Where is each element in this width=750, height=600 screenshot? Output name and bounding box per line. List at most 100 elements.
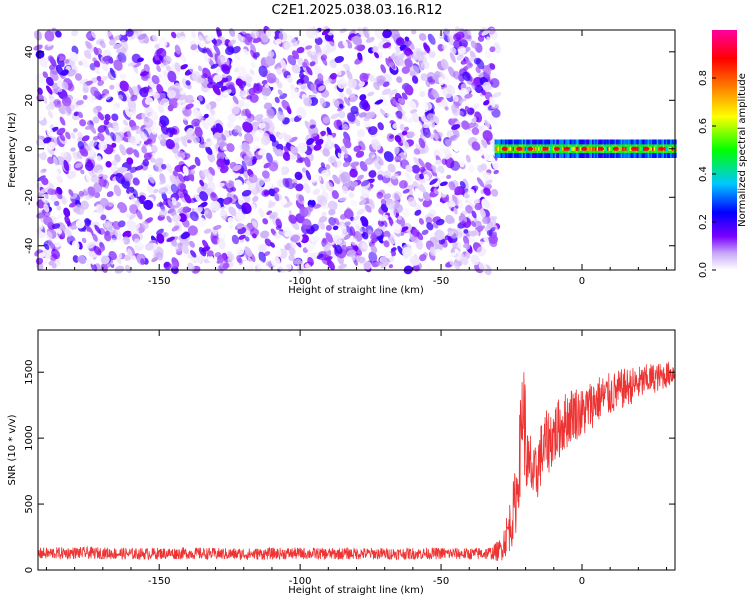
heatmap-cell (363, 261, 372, 270)
heatmap-cell (267, 50, 275, 58)
heatmap-cell (142, 86, 150, 94)
heatmap-cell (305, 170, 312, 181)
heatmap-cell (482, 81, 492, 91)
heatmap-cell (106, 191, 114, 198)
heatmap-cell (369, 198, 375, 210)
heatmap-cell (171, 214, 181, 223)
heatmap-cell (419, 101, 429, 113)
heatmap-cell (137, 33, 147, 40)
snr-x-axis-label: Height of straight line (km) (288, 585, 424, 596)
heatmap-cell (283, 40, 294, 51)
heatmap-cell (637, 146, 640, 151)
heatmap-cell (158, 186, 169, 195)
heatmap-cell (133, 238, 143, 248)
heatmap-cell (203, 113, 209, 119)
heatmap-cell (247, 183, 256, 191)
heatmap-cell (451, 104, 458, 114)
heatmap-cell (325, 232, 334, 243)
heatmap-cell (278, 31, 288, 41)
heatmap-cell (193, 99, 201, 109)
heatmap-cell (237, 131, 243, 137)
heatmap-cell (135, 209, 143, 220)
heatmap-cell (355, 224, 364, 234)
heatmap-cell (101, 63, 109, 72)
heatmap-cell (587, 146, 590, 151)
heatmap-cell (115, 172, 126, 184)
heatmap-cell (352, 35, 362, 46)
heatmap-cell (45, 231, 53, 240)
heatmap-cell (49, 169, 59, 178)
heatmap-cell (394, 45, 401, 54)
heatmap-cell (432, 114, 441, 125)
heatmap-cell (287, 55, 297, 66)
heatmap-cell (198, 206, 204, 211)
heatmap-cell (320, 162, 326, 168)
heatmap-cell (402, 246, 413, 258)
heatmap-cell (227, 113, 237, 123)
heatmap-cell (207, 250, 214, 257)
heatmap-cell (590, 146, 593, 151)
heatmap-cell (499, 146, 502, 151)
heatmap-cell (460, 213, 468, 223)
heatmap-cell (418, 116, 425, 127)
heatmap-cell (236, 222, 244, 230)
heatmap-cell (327, 155, 337, 164)
heatmap-cell (267, 201, 276, 209)
heatmap-cell (184, 103, 194, 110)
heatmap-cell (60, 151, 68, 158)
heatmap-cell (150, 144, 158, 153)
heatmap-cell (168, 104, 175, 110)
heatmap-cell (413, 156, 421, 167)
heatmap-cell (216, 137, 225, 147)
heatmap-cell (269, 134, 277, 143)
heatmap-cell (416, 231, 424, 241)
heatmap-x-tick-label: 0 (579, 276, 585, 287)
heatmap-cell (593, 146, 596, 151)
heatmap-cell (44, 243, 50, 250)
heatmap-cell (419, 166, 426, 173)
heatmap-cell (239, 91, 247, 97)
heatmap-cell (358, 256, 366, 264)
heatmap-cell (418, 218, 424, 225)
heatmap-cell (350, 105, 359, 115)
heatmap-cell (202, 48, 208, 54)
heatmap-cell (338, 263, 347, 270)
heatmap-cell (319, 130, 326, 137)
heatmap-cell (210, 235, 217, 244)
heatmap-cell (243, 155, 253, 167)
heatmap-cell (143, 117, 154, 128)
heatmap-cell (259, 262, 266, 268)
heatmap-cell (197, 65, 203, 72)
heatmap-cell (90, 86, 99, 97)
heatmap-cell (177, 150, 184, 158)
heatmap-cell (76, 100, 84, 106)
heatmap-cell (133, 149, 140, 158)
heatmap-cell (418, 33, 427, 41)
heatmap-cell (452, 242, 459, 248)
heatmap-cell (113, 43, 122, 50)
heatmap-cell (407, 40, 415, 50)
heatmap-cell (71, 29, 79, 37)
heatmap-cell (460, 83, 470, 95)
heatmap-cell (403, 140, 410, 150)
heatmap-cell (133, 62, 142, 68)
heatmap-cell (148, 174, 155, 184)
heatmap-cell (317, 32, 322, 37)
heatmap-cell (233, 179, 243, 190)
heatmap-cell (163, 261, 172, 270)
heatmap-cell (453, 207, 458, 215)
heatmap-cell (46, 141, 56, 150)
heatmap-cell (266, 107, 275, 119)
heatmap-cell (141, 220, 149, 230)
heatmap-cell (178, 213, 187, 223)
heatmap-cell (494, 44, 500, 50)
heatmap-cell (131, 37, 140, 47)
heatmap-cell (120, 83, 127, 89)
heatmap-cell (371, 138, 381, 151)
heatmap-cell (350, 161, 360, 168)
heatmap-cell (320, 169, 330, 179)
heatmap-cell (318, 216, 328, 223)
heatmap-cell (578, 146, 581, 151)
heatmap-y-tick-label: 20 (24, 94, 35, 107)
heatmap-cell (397, 97, 403, 104)
